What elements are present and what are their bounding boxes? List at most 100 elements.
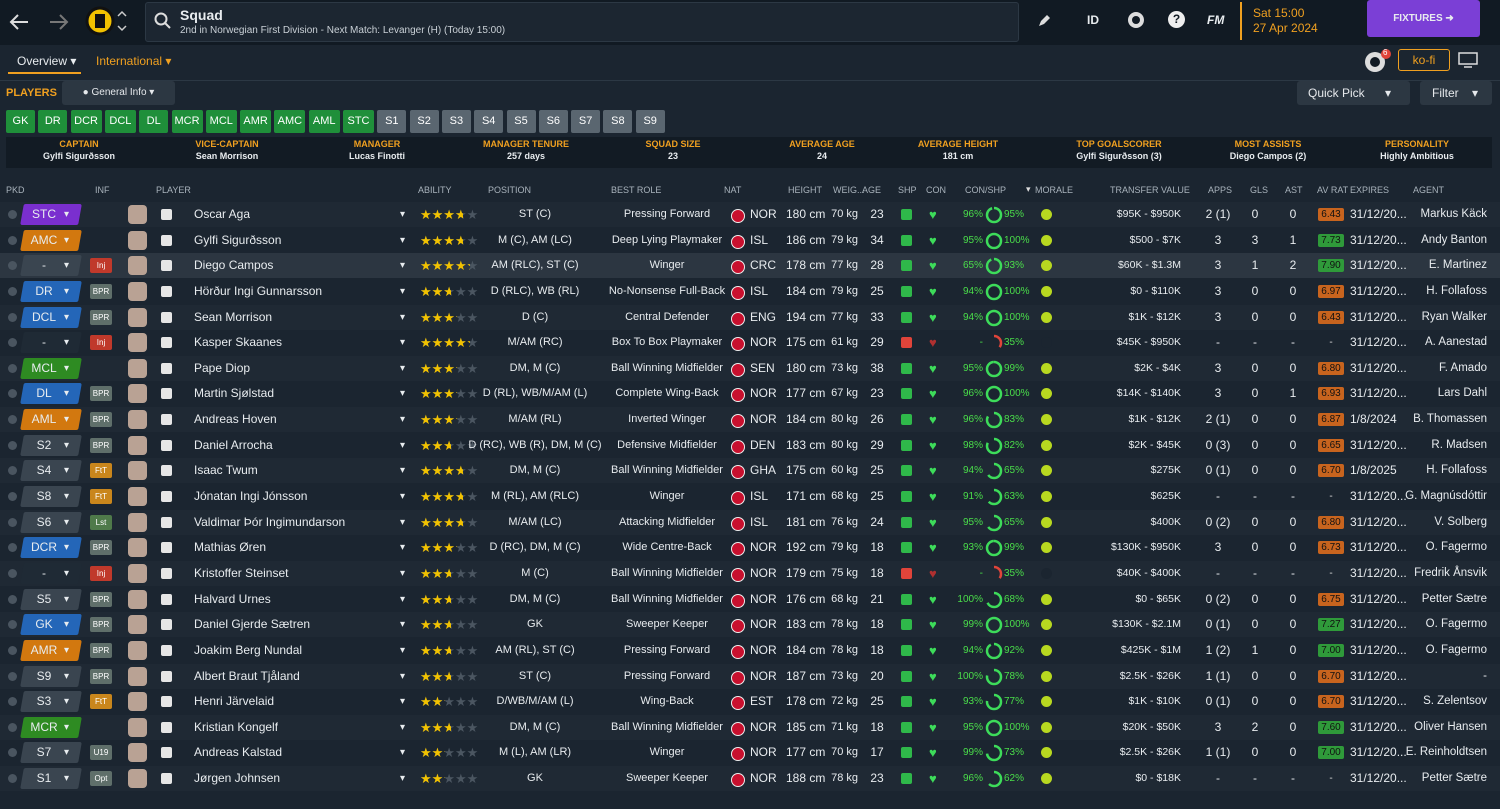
table-row[interactable]: [0, 432, 1500, 458]
view-selector[interactable]: ● General Info ▾: [62, 81, 175, 105]
column-header[interactable]: AV RAT: [1317, 185, 1349, 195]
tab-international[interactable]: International ▾: [96, 54, 172, 68]
position-chip[interactable]: MCL: [205, 110, 237, 133]
player-name[interactable]: Hörður Ingi Gunnarsson: [194, 283, 323, 298]
column-header[interactable]: MORALE: [1035, 185, 1074, 195]
player-name[interactable]: Kasper Skaanes: [194, 335, 283, 350]
position-chip[interactable]: S7: [571, 110, 601, 133]
column-header[interactable]: HEIGHT: [788, 185, 823, 195]
table-row[interactable]: [0, 227, 1500, 253]
table-row[interactable]: [0, 560, 1500, 586]
help-icon[interactable]: ?: [1168, 11, 1185, 28]
table-row[interactable]: [0, 304, 1500, 330]
position-chip[interactable]: S3: [441, 110, 471, 133]
table-row[interactable]: [0, 253, 1500, 279]
position-chip[interactable]: S9: [635, 110, 665, 133]
player-name[interactable]: Valdimar Þór Ingimundarson: [194, 514, 346, 529]
column-header[interactable]: WEIG...: [833, 185, 865, 195]
quick-pick[interactable]: Quick Pick ▾: [1297, 81, 1410, 105]
table-row[interactable]: [0, 689, 1500, 715]
position-chip[interactable]: S4: [474, 110, 504, 133]
table-row[interactable]: [0, 407, 1500, 433]
player-name[interactable]: Pape Diop: [194, 360, 251, 375]
edit-icon[interactable]: [1036, 13, 1052, 29]
table-row[interactable]: [0, 330, 1500, 356]
position-chip[interactable]: S6: [538, 110, 568, 133]
kofi-button[interactable]: ko-fi: [1398, 49, 1450, 71]
position-chip[interactable]: S8: [603, 110, 633, 133]
brain-icon[interactable]: [1126, 10, 1146, 30]
table-row[interactable]: [0, 484, 1500, 510]
column-header[interactable]: EXPIRES: [1350, 185, 1390, 195]
search-box[interactable]: [145, 2, 1019, 42]
position-chip[interactable]: GK: [6, 110, 35, 133]
player-name[interactable]: Kristian Kongelf: [194, 719, 279, 734]
table-row[interactable]: [0, 766, 1500, 792]
position-chip[interactable]: DR: [38, 110, 68, 133]
column-header[interactable]: AGE: [862, 185, 882, 195]
player-name[interactable]: Diego Campos: [194, 258, 274, 273]
table-row[interactable]: [0, 381, 1500, 407]
table-row[interactable]: [0, 202, 1500, 227]
column-header[interactable]: PKD: [6, 185, 25, 195]
tab-overview[interactable]: Overview ▾: [17, 54, 77, 68]
player-name[interactable]: Andreas Kalstad: [194, 745, 283, 760]
table-row[interactable]: [0, 535, 1500, 561]
column-header[interactable]: GLS: [1250, 185, 1269, 195]
club-badge[interactable]: [85, 6, 131, 36]
column-header[interactable]: AGENT: [1413, 185, 1445, 195]
table-row[interactable]: [0, 714, 1500, 740]
player-name[interactable]: Andreas Hoven: [194, 412, 277, 427]
player-name[interactable]: Mathias Øren: [194, 540, 267, 555]
player-name[interactable]: Daniel Gjerde Sætren: [194, 617, 311, 632]
id-icon[interactable]: ID: [1087, 13, 1099, 27]
position-chip[interactable]: AML: [308, 110, 340, 133]
column-header[interactable]: POSITION: [488, 185, 532, 195]
table-row[interactable]: [0, 663, 1500, 689]
table-row[interactable]: [0, 509, 1500, 535]
player-name[interactable]: Jónatan Ingi Jónsson: [194, 489, 308, 504]
column-header[interactable]: TRANSFER VALUE: [1110, 185, 1190, 195]
table-row[interactable]: [0, 355, 1500, 381]
column-header[interactable]: ABILITY: [418, 185, 452, 195]
player-name[interactable]: Kristoffer Steinset: [194, 565, 289, 580]
column-header[interactable]: BEST ROLE: [611, 185, 662, 195]
column-header[interactable]: CON/SHP: [965, 185, 1007, 195]
column-header[interactable]: CON: [926, 185, 946, 195]
player-name[interactable]: Isaac Twum: [194, 463, 258, 478]
monitor-icon[interactable]: [1458, 52, 1478, 68]
player-name[interactable]: Martin Sjølstad: [194, 386, 275, 401]
position-chip[interactable]: DL: [139, 110, 169, 133]
player-name[interactable]: Halvard Urnes: [194, 591, 271, 606]
player-name[interactable]: Joakim Berg Nundal: [194, 642, 303, 657]
fm-icon[interactable]: FM: [1207, 13, 1225, 27]
avatar-icon[interactable]: [1362, 49, 1392, 73]
table-row[interactable]: [0, 740, 1500, 766]
position-chip[interactable]: AMR: [240, 110, 272, 133]
table-row[interactable]: [0, 458, 1500, 484]
player-name[interactable]: Sean Morrison: [194, 309, 273, 324]
table-row[interactable]: [0, 278, 1500, 304]
position-chip[interactable]: DCL: [104, 110, 136, 133]
nav-arrows[interactable]: [8, 10, 88, 34]
column-header[interactable]: SHP: [898, 185, 917, 195]
player-name[interactable]: Daniel Arrocha: [194, 437, 273, 452]
player-name[interactable]: Henri Järvelaid: [194, 694, 275, 709]
player-name[interactable]: Albert Braut Tjåland: [194, 668, 300, 683]
filter[interactable]: Filter ▾: [1420, 81, 1492, 105]
position-chip[interactable]: S1: [377, 110, 407, 133]
player-name[interactable]: Oscar Aga: [194, 207, 251, 221]
position-chip[interactable]: STC: [343, 110, 374, 133]
column-header[interactable]: NAT: [724, 185, 742, 195]
position-chip[interactable]: S2: [409, 110, 439, 133]
table-row[interactable]: [0, 586, 1500, 612]
player-name[interactable]: Jørgen Johnsen: [194, 771, 281, 786]
position-chip[interactable]: DCR: [70, 110, 102, 133]
fixtures-button[interactable]: FIXTURES ➜: [1367, 0, 1480, 37]
column-header[interactable]: AST: [1285, 185, 1303, 195]
position-chip[interactable]: AMC: [274, 110, 306, 133]
column-header[interactable]: APPS: [1208, 185, 1233, 195]
player-name[interactable]: Gylfi Sigurðsson: [194, 232, 282, 247]
column-header[interactable]: INF: [95, 185, 110, 195]
table-row[interactable]: [0, 612, 1500, 638]
